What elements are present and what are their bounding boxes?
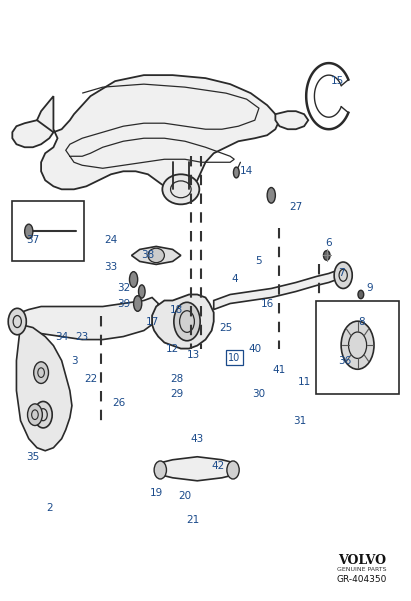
Text: 16: 16 bbox=[261, 299, 274, 308]
Text: 30: 30 bbox=[252, 389, 266, 398]
Text: 39: 39 bbox=[117, 299, 130, 308]
Text: 36: 36 bbox=[339, 356, 352, 365]
Text: 29: 29 bbox=[170, 389, 183, 398]
Text: 26: 26 bbox=[113, 398, 126, 407]
Text: 3: 3 bbox=[71, 356, 77, 365]
Text: 5: 5 bbox=[256, 257, 262, 266]
Text: 22: 22 bbox=[84, 374, 97, 383]
Ellipse shape bbox=[134, 296, 142, 311]
Text: 31: 31 bbox=[293, 416, 307, 426]
Text: 15: 15 bbox=[330, 76, 344, 86]
Ellipse shape bbox=[34, 401, 52, 428]
Polygon shape bbox=[214, 270, 341, 310]
Text: 4: 4 bbox=[231, 275, 238, 284]
Text: 7: 7 bbox=[338, 269, 344, 278]
Polygon shape bbox=[275, 111, 308, 129]
Text: 25: 25 bbox=[219, 323, 233, 332]
Ellipse shape bbox=[154, 461, 166, 479]
Text: 32: 32 bbox=[117, 284, 130, 293]
Ellipse shape bbox=[233, 167, 239, 178]
Ellipse shape bbox=[139, 285, 145, 298]
Text: 9: 9 bbox=[367, 284, 373, 293]
Text: GENUINE PARTS: GENUINE PARTS bbox=[337, 567, 386, 572]
Ellipse shape bbox=[341, 321, 374, 369]
Text: 8: 8 bbox=[358, 317, 365, 326]
Ellipse shape bbox=[25, 224, 33, 239]
Ellipse shape bbox=[174, 302, 200, 341]
Polygon shape bbox=[16, 297, 158, 340]
Text: 11: 11 bbox=[298, 377, 311, 386]
Text: 19: 19 bbox=[150, 488, 163, 498]
Text: 37: 37 bbox=[26, 236, 39, 245]
Text: GR-404350: GR-404350 bbox=[337, 575, 387, 584]
Text: 18: 18 bbox=[170, 305, 183, 314]
Ellipse shape bbox=[162, 174, 199, 204]
Text: 40: 40 bbox=[248, 344, 261, 353]
Ellipse shape bbox=[8, 308, 26, 335]
Text: 33: 33 bbox=[104, 263, 118, 272]
Ellipse shape bbox=[227, 461, 239, 479]
Text: VOLVO: VOLVO bbox=[338, 554, 386, 567]
Text: 12: 12 bbox=[166, 344, 179, 353]
Text: 38: 38 bbox=[141, 251, 155, 260]
Ellipse shape bbox=[334, 262, 352, 288]
Polygon shape bbox=[132, 246, 181, 264]
Ellipse shape bbox=[148, 248, 164, 263]
Text: 20: 20 bbox=[178, 491, 192, 501]
Text: 24: 24 bbox=[104, 236, 118, 245]
Text: 35: 35 bbox=[26, 452, 39, 462]
Text: 10: 10 bbox=[228, 353, 240, 362]
Text: 2: 2 bbox=[46, 503, 53, 513]
Ellipse shape bbox=[358, 290, 364, 299]
Text: 43: 43 bbox=[191, 434, 204, 444]
Polygon shape bbox=[37, 75, 279, 189]
Polygon shape bbox=[152, 294, 214, 349]
Text: 13: 13 bbox=[187, 350, 200, 359]
Text: 21: 21 bbox=[187, 515, 200, 525]
Text: 28: 28 bbox=[170, 374, 183, 383]
Text: 14: 14 bbox=[240, 166, 253, 176]
Text: 6: 6 bbox=[326, 239, 332, 248]
Polygon shape bbox=[12, 120, 53, 147]
Text: 41: 41 bbox=[273, 365, 286, 374]
Polygon shape bbox=[16, 325, 72, 451]
Bar bbox=[316, 300, 399, 394]
Ellipse shape bbox=[267, 188, 275, 203]
Text: 27: 27 bbox=[289, 203, 302, 212]
Ellipse shape bbox=[323, 251, 330, 260]
Ellipse shape bbox=[129, 272, 138, 287]
Text: 17: 17 bbox=[145, 317, 159, 326]
Text: 23: 23 bbox=[76, 332, 89, 341]
Ellipse shape bbox=[28, 404, 42, 426]
Bar bbox=[12, 201, 84, 261]
Text: 42: 42 bbox=[211, 461, 224, 471]
Text: 34: 34 bbox=[55, 332, 68, 341]
Polygon shape bbox=[156, 457, 238, 481]
Ellipse shape bbox=[34, 362, 48, 383]
